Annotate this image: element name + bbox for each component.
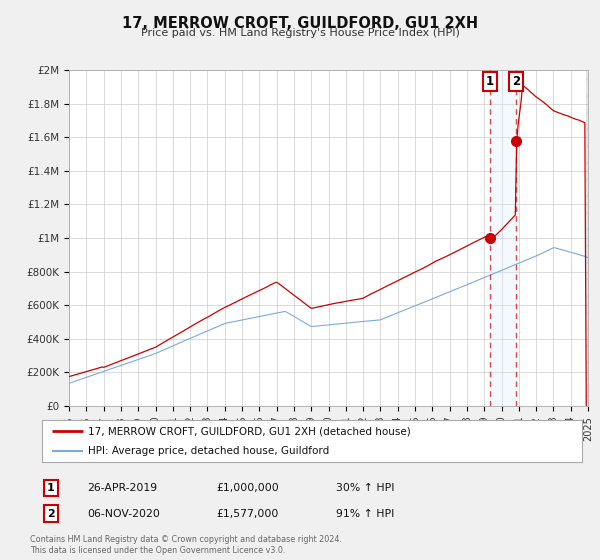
- Text: HPI: Average price, detached house, Guildford: HPI: Average price, detached house, Guil…: [88, 446, 329, 456]
- Text: Contains HM Land Registry data © Crown copyright and database right 2024.: Contains HM Land Registry data © Crown c…: [30, 535, 342, 544]
- Text: 2: 2: [512, 75, 520, 88]
- Text: 26-APR-2019: 26-APR-2019: [87, 483, 157, 493]
- Text: 30% ↑ HPI: 30% ↑ HPI: [336, 483, 395, 493]
- Text: £1,000,000: £1,000,000: [216, 483, 279, 493]
- Text: 91% ↑ HPI: 91% ↑ HPI: [336, 508, 394, 519]
- Text: 17, MERROW CROFT, GUILDFORD, GU1 2XH (detached house): 17, MERROW CROFT, GUILDFORD, GU1 2XH (de…: [88, 426, 410, 436]
- Text: 1: 1: [47, 483, 55, 493]
- Text: Price paid vs. HM Land Registry's House Price Index (HPI): Price paid vs. HM Land Registry's House …: [140, 28, 460, 38]
- Bar: [586, 70, 588, 406]
- Text: 2: 2: [47, 508, 55, 519]
- Text: 06-NOV-2020: 06-NOV-2020: [87, 508, 160, 519]
- Text: £1,577,000: £1,577,000: [216, 508, 278, 519]
- Text: This data is licensed under the Open Government Licence v3.0.: This data is licensed under the Open Gov…: [30, 546, 286, 555]
- Text: 17, MERROW CROFT, GUILDFORD, GU1 2XH: 17, MERROW CROFT, GUILDFORD, GU1 2XH: [122, 16, 478, 31]
- Bar: [490, 70, 516, 406]
- Text: 1: 1: [485, 75, 494, 88]
